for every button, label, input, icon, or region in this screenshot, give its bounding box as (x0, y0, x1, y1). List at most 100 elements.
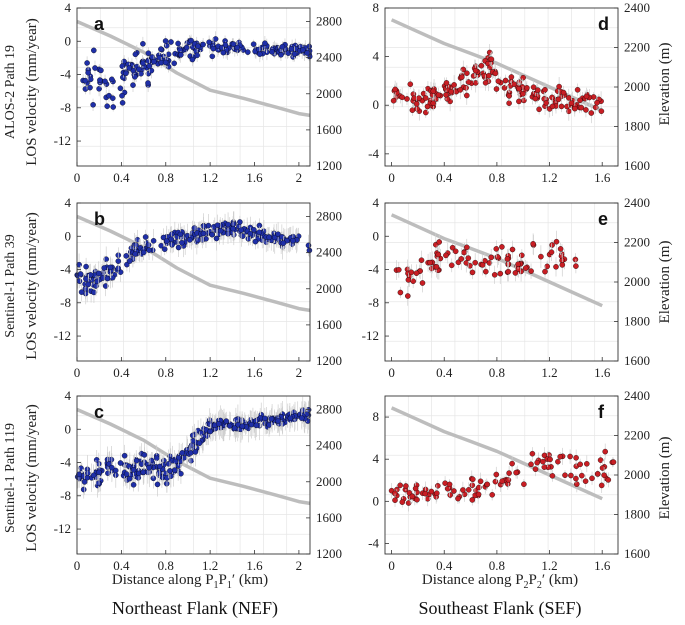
data-point (287, 415, 294, 421)
data-point (399, 94, 405, 101)
y-tick-label: -8 (60, 100, 71, 115)
data-point (138, 70, 144, 77)
data-point (397, 482, 403, 489)
y-tick-label: -8 (60, 488, 71, 503)
data-point (188, 450, 194, 456)
data-point (541, 464, 548, 470)
data-point (602, 448, 608, 455)
data-point (553, 238, 560, 245)
data-point (605, 477, 612, 483)
data-point (544, 263, 550, 270)
y-tick-label: -4 (60, 67, 71, 82)
panel-d-points (390, 44, 605, 124)
y2-tick-label: 1800 (624, 507, 650, 522)
data-point (522, 265, 529, 271)
data-point (601, 472, 607, 478)
data-point (306, 247, 313, 254)
data-point (140, 469, 147, 476)
data-point (102, 283, 109, 289)
data-point (499, 478, 505, 484)
y-tick-label: -12 (54, 328, 71, 343)
data-point (165, 461, 172, 467)
data-point (119, 63, 126, 69)
data-point (566, 95, 572, 101)
xlabel-right-tail: ′ (km) (542, 572, 578, 588)
data-point (171, 60, 177, 67)
data-point (77, 271, 84, 277)
data-point (76, 278, 83, 284)
data-point (230, 225, 236, 232)
data-point (161, 246, 168, 252)
data-point (516, 98, 522, 105)
data-point (146, 247, 152, 253)
data-point (475, 491, 482, 498)
data-point (557, 246, 564, 252)
ylabel-left-row3: LOS velocity (mm/year) (24, 404, 40, 551)
y-tick-label: 8 (373, 0, 380, 15)
data-point (435, 483, 441, 489)
data-point (126, 475, 133, 482)
data-point (502, 77, 509, 84)
xlabel-right-mid: P (529, 572, 537, 588)
panel-e-points (393, 230, 579, 306)
data-point (458, 256, 465, 262)
data-point (548, 249, 555, 255)
data-point (91, 289, 97, 296)
data-point (568, 472, 574, 479)
data-point (209, 53, 216, 60)
data-point (245, 236, 252, 242)
data-point (598, 108, 605, 114)
x-tick-label: 0.8 (158, 170, 174, 185)
data-point (472, 67, 479, 74)
panel-letter-f: f (598, 402, 605, 422)
data-point (557, 453, 563, 460)
data-point (95, 270, 102, 277)
data-point (530, 241, 536, 247)
y2-tick-label: 1800 (624, 119, 650, 134)
data-point (520, 74, 526, 81)
data-point (448, 262, 455, 269)
y2-tick-label: 1800 (624, 314, 650, 329)
data-point (162, 59, 169, 66)
data-point (528, 461, 534, 468)
x-tick-label: 0.4 (436, 365, 453, 380)
data-point (97, 77, 103, 83)
y2-tick-label: 2000 (624, 274, 650, 289)
panel-a: 0 0.4 0.8 1.2 1.6 2 4 0 -4 -8 -12 2800 2400 2000 1600 1… (54, 0, 342, 185)
data-point (583, 93, 590, 100)
data-point (168, 236, 175, 243)
data-point (130, 82, 136, 88)
y2-tick-label: 1600 (624, 353, 650, 368)
data-point (579, 472, 585, 479)
data-point (508, 74, 515, 80)
data-point (512, 270, 519, 276)
data-point (154, 481, 161, 488)
data-point (169, 242, 175, 248)
data-point (405, 293, 411, 299)
data-point (148, 67, 155, 74)
y-tick-label: 4 (373, 49, 380, 64)
data-point (562, 472, 568, 478)
x-tick-label: 1.2 (202, 558, 218, 573)
data-point (142, 234, 149, 240)
data-point (156, 463, 163, 470)
y2-tick-label: 2200 (624, 40, 650, 55)
x-tick-label: 1.6 (246, 170, 263, 185)
data-point (520, 91, 526, 97)
data-point (427, 259, 433, 266)
data-point (489, 492, 495, 498)
data-point (140, 41, 146, 47)
data-point (430, 100, 437, 106)
y-tick-label: 0 (373, 493, 380, 508)
panel-letter-a: a (94, 14, 105, 34)
data-point (532, 95, 539, 102)
data-point (200, 41, 206, 48)
x-tick-label: 1.2 (541, 558, 557, 573)
data-point (190, 437, 196, 444)
y-tick-label: -8 (368, 295, 379, 310)
y-tick-label: -4 (368, 535, 379, 550)
data-point (513, 469, 519, 476)
column-title-nef: Northeast Flank (NEF) (112, 598, 278, 619)
y-tick-label: 0 (373, 228, 380, 243)
panel-e: 0 0.4 0.8 1.2 1.6 4 0 -4 -8 -12 2400 2200 2000 1800 16… (362, 195, 650, 380)
